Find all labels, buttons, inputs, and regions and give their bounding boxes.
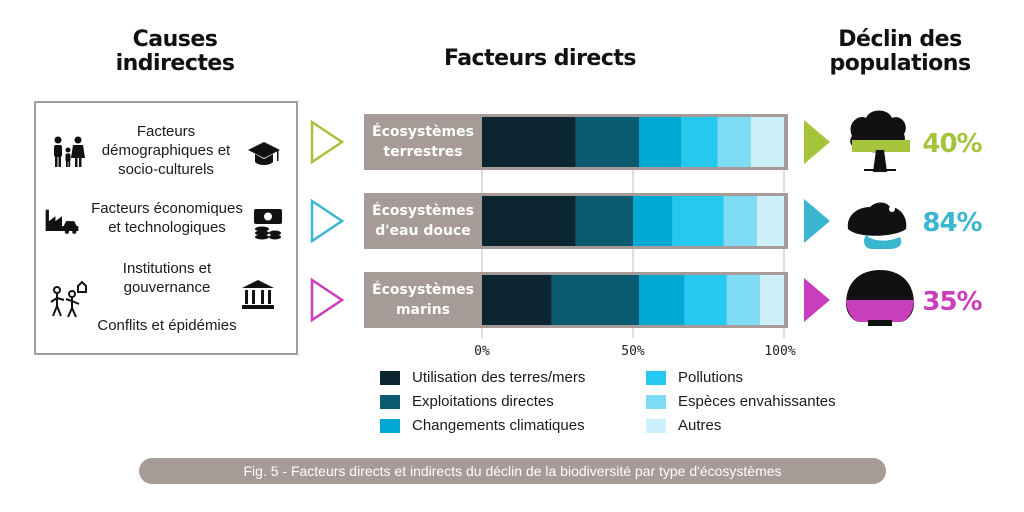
graduation-cap-icon xyxy=(248,142,280,165)
causes-heading: Causes indirectes xyxy=(115,27,235,76)
category-box xyxy=(364,193,482,249)
tree-icon xyxy=(850,110,910,172)
bar-segment xyxy=(575,196,633,246)
money-coins-icon xyxy=(254,209,282,240)
government-building-icon xyxy=(242,280,274,309)
chevron-outline-icon xyxy=(310,198,345,244)
x-tick-label: 0% xyxy=(474,344,490,359)
arrow-icon xyxy=(804,120,830,164)
legend-item: Espèces envahissantes xyxy=(646,393,836,411)
bar-segment xyxy=(482,275,552,325)
shell-icon xyxy=(846,270,914,326)
arrow-icon xyxy=(804,199,830,243)
family-icon xyxy=(54,136,85,167)
arrow-icon xyxy=(804,278,830,322)
figure-caption: Fig. 5 - Facteurs directs et indirects d… xyxy=(139,458,886,484)
legend-item: Pollutions xyxy=(646,369,743,387)
cause-economic-label: Facteurs économiques et technologiques xyxy=(91,200,243,236)
bar-segment xyxy=(639,275,685,325)
legend-item: Utilisation des terres/mers xyxy=(380,369,585,387)
bar-segment xyxy=(672,196,724,246)
frog-icon xyxy=(847,202,907,249)
legend-item: Exploitations directes xyxy=(380,393,554,411)
x-tick-label: 50% xyxy=(621,344,645,359)
legend-label: Utilisation des terres/mers xyxy=(412,369,586,386)
legend-item: Autres xyxy=(646,417,721,435)
legend-label: Espèces envahissantes xyxy=(678,393,836,410)
bar-segment xyxy=(551,275,640,325)
bar-segment xyxy=(756,196,784,246)
category-label: Écosystèmes terrestres xyxy=(372,123,474,160)
legend-swatch xyxy=(646,419,666,433)
decline-heading: Déclin des populations xyxy=(829,27,971,76)
chevron-outline-icon xyxy=(310,277,345,323)
bar-segment xyxy=(482,117,576,167)
bar-segment xyxy=(759,275,784,325)
people-conflict-icon xyxy=(50,280,87,318)
legend-label: Pollutions xyxy=(678,369,744,386)
category-label: Écosystèmes marins xyxy=(372,281,474,318)
legend-swatch xyxy=(380,395,400,409)
legend-swatch xyxy=(380,371,400,385)
legend-label: Autres xyxy=(678,417,722,434)
legend-item: Changements climatiques xyxy=(380,417,585,435)
legend-label: Exploitations directes xyxy=(412,393,554,410)
bar-segment xyxy=(723,196,757,246)
legend-swatch xyxy=(380,419,400,433)
bar-segment xyxy=(575,117,640,167)
factory-car-icon xyxy=(45,209,79,234)
decline-percentage: 35% xyxy=(922,287,982,317)
legend-swatch xyxy=(646,371,666,385)
direct-factors-heading: Facteurs directs xyxy=(443,46,637,71)
chevron-outline-icon xyxy=(310,119,345,165)
indirect-causes-box xyxy=(34,101,298,355)
biodiversity-chart: Écosystèmes terrestres 40% Écosystèmes d'eau… xyxy=(310,110,984,359)
decline-percentage: 40% xyxy=(922,129,982,159)
category-box xyxy=(364,114,482,170)
bar-segment xyxy=(633,196,673,246)
cause-institutions-label: Institutions et gouvernance xyxy=(122,260,212,296)
bar-segment xyxy=(482,196,576,246)
bar-segment xyxy=(639,117,682,167)
category-box xyxy=(364,272,482,328)
legend-label: Changements climatiques xyxy=(412,417,585,434)
bar-segment xyxy=(717,117,751,167)
legend-swatch xyxy=(646,395,666,409)
cause-demographic-label: Facteurs démographiques et socio-culture… xyxy=(101,123,231,178)
cause-conflicts-label: Conflits et épidémies xyxy=(97,317,237,334)
category-label: Écosystèmes d'eau douce xyxy=(372,202,474,239)
bar-segment xyxy=(681,117,718,167)
bar-segment xyxy=(684,275,727,325)
chart-legend: Utilisation des terres/mers Pollutions Exp… xyxy=(380,369,880,439)
x-tick-label: 100% xyxy=(764,344,795,359)
decline-percentage: 84% xyxy=(922,208,982,238)
bar-segment xyxy=(750,117,784,167)
bar-segment xyxy=(726,275,760,325)
